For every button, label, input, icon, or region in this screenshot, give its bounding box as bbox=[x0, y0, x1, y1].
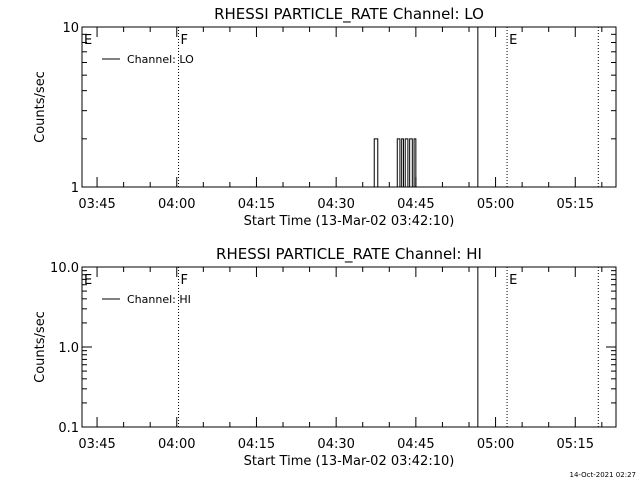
x-tick-label: 04:30 bbox=[317, 437, 354, 452]
x-axis-label: Start Time (13-Mar-02 03:42:10) bbox=[244, 454, 455, 469]
y-tick-label: 10.0 bbox=[50, 261, 79, 276]
time-marker-label: E bbox=[509, 273, 517, 288]
series-line bbox=[82, 138, 616, 188]
time-marker-label: E bbox=[509, 33, 517, 48]
y-axis-label: Counts/sec bbox=[33, 71, 48, 143]
x-axis-label: Start Time (13-Mar-02 03:42:10) bbox=[244, 214, 455, 229]
chart-title: RHESSI PARTICLE_RATE Channel: LO bbox=[214, 5, 484, 24]
time-marker-label: F bbox=[181, 33, 188, 48]
legend-label: Channel: LO bbox=[127, 53, 194, 66]
chart-title: RHESSI PARTICLE_RATE Channel: HI bbox=[216, 245, 482, 264]
x-tick-label: 05:15 bbox=[557, 437, 594, 452]
x-tick-label: 03:45 bbox=[78, 437, 115, 452]
footer-timestamp: 14-Oct-2021 02:27 bbox=[569, 471, 636, 479]
x-tick-label: 04:45 bbox=[397, 437, 434, 452]
x-tick-label: 04:15 bbox=[238, 437, 275, 452]
x-tick-label: 05:00 bbox=[477, 437, 514, 452]
time-marker-label: E bbox=[84, 33, 92, 48]
x-tick-label: 04:00 bbox=[158, 437, 195, 452]
y-tick-label: 1.0 bbox=[58, 341, 79, 356]
time-marker-label: F bbox=[181, 273, 188, 288]
time-marker-label: E bbox=[84, 273, 92, 288]
x-tick-label: 04:30 bbox=[317, 197, 354, 212]
x-tick-label: 04:45 bbox=[397, 197, 434, 212]
y-tick-label: 10 bbox=[62, 21, 79, 36]
y-tick-label: 0.1 bbox=[58, 421, 79, 436]
legend-label: Channel: HI bbox=[127, 293, 191, 306]
x-tick-label: 05:15 bbox=[557, 197, 594, 212]
plot-frame bbox=[81, 266, 617, 428]
x-tick-label: 04:15 bbox=[238, 197, 275, 212]
y-tick-label: 1 bbox=[71, 181, 79, 196]
plot-frame bbox=[81, 26, 617, 188]
x-tick-label: 05:00 bbox=[477, 197, 514, 212]
x-tick-label: 03:45 bbox=[78, 197, 115, 212]
y-axis-label: Counts/sec bbox=[33, 311, 48, 383]
x-tick-label: 04:00 bbox=[158, 197, 195, 212]
